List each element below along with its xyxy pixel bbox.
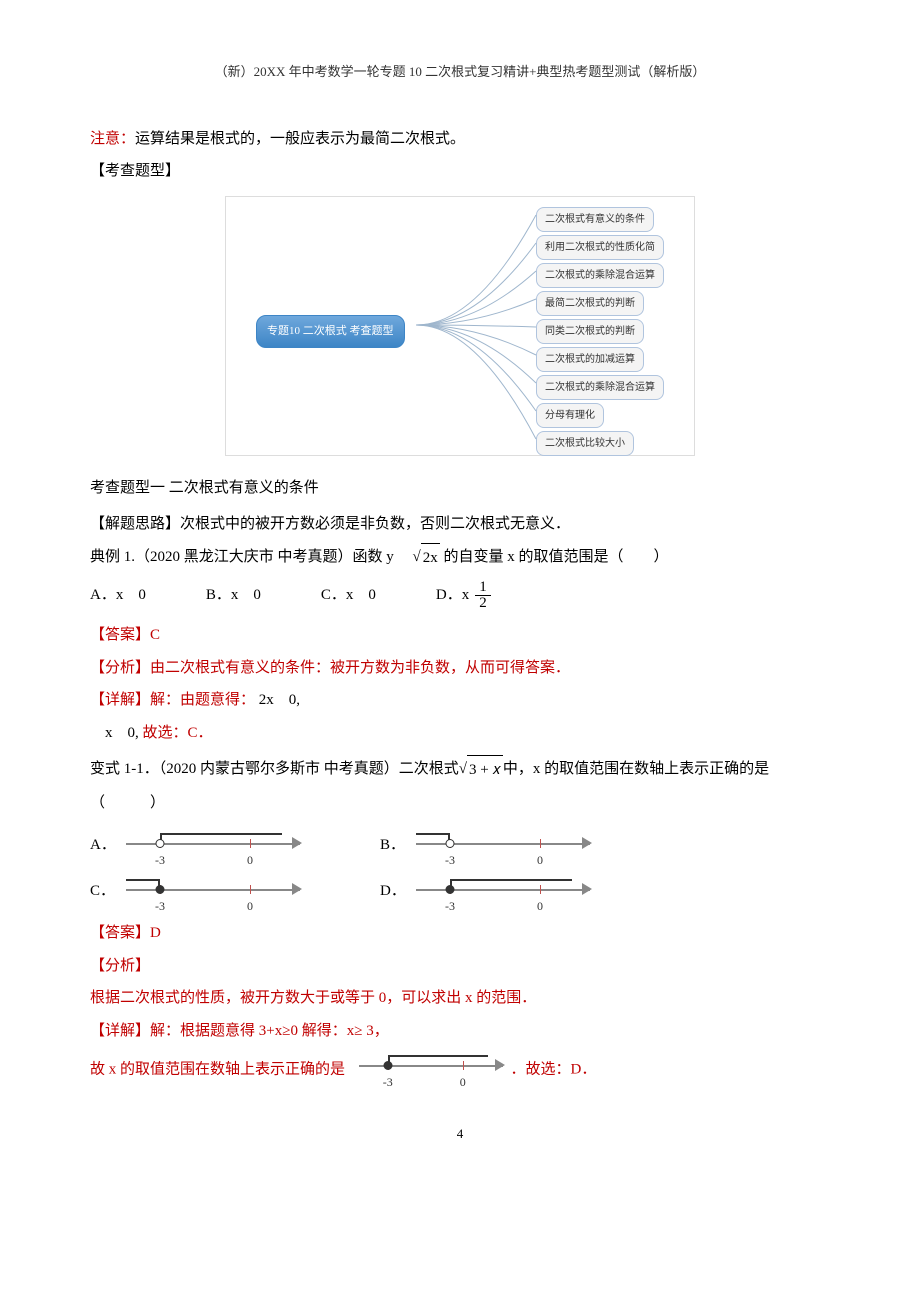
hint-label: 【解题思路】 (90, 516, 180, 532)
mindmap-center: 专题10 二次根式 考查题型 (256, 315, 405, 348)
var1-detail-2: 故 x 的取值范围在数轴上表示正确的是 -3 0 ．故选：D． (90, 1049, 830, 1092)
variant-1-1-cont: （ ） (90, 789, 830, 818)
mindmap-node: 二次根式比较大小 (536, 431, 634, 456)
type1-hint: 【解题思路】次根式中的被开方数必须是非负数，否则二次根式无意义． (90, 510, 830, 539)
choice-label-d: D． (380, 877, 410, 906)
var1-detail-1: 【详解】解：根据题意得 3+x≥0 解得：x≥ 3， (90, 1017, 830, 1046)
var1-analysis-label: 【分析】 (90, 952, 830, 981)
mindmap-node: 最简二次根式的判断 (536, 291, 644, 316)
mindmap-container: 专题10 二次根式 考查题型 二次根式有意义的条件 利用二次根式的性质化简 二次… (90, 196, 830, 456)
example-1: 典例 1.（2020 黑龙江大庆市 中考真题）函数 y √2x 的自变量 x 的… (90, 543, 830, 573)
ex1-text: 典例 1.（2020 黑龙江大庆市 中考真题）函数 y (90, 549, 409, 565)
mindmap: 专题10 二次根式 考查题型 二次根式有意义的条件 利用二次根式的性质化简 二次… (225, 196, 695, 456)
type1-title: 考查题型一 二次根式有意义的条件 (90, 474, 830, 503)
var1-answer: 【答案】D (90, 919, 830, 948)
choice-label-b: B． (380, 831, 410, 860)
numline-b: -3 0 (410, 827, 590, 863)
page-header: （新）20XX 年中考数学一轮专题 10 二次根式复习精讲+典型热考题型测试（解… (90, 60, 830, 85)
note-line: 注意：运算结果是根式的，一般应表示为最简二次根式。 (90, 125, 830, 154)
mindmap-node: 同类二次根式的判断 (536, 319, 644, 344)
page-number: 4 (90, 1122, 830, 1147)
mindmap-node: 利用二次根式的性质化简 (536, 235, 664, 260)
sqrt-expr: √3 + 𝑥 (459, 755, 503, 785)
choice-label-a: A． (90, 831, 120, 860)
ex1-analysis: 【分析】由二次根式有意义的条件：被开方数为非负数，从而可得答案． (90, 654, 830, 683)
numline-a: -3 0 (120, 827, 300, 863)
numline-choices: A． -3 0 B． -3 0 C． -3 0 D． -3 0 (90, 827, 830, 909)
hint-text: 次根式中的被开方数必须是非负数，否则二次根式无意义． (180, 516, 570, 532)
mindmap-node: 二次根式的乘除混合运算 (536, 263, 664, 288)
ex1-text2: 的自变量 x 的取值范围是（ ） (444, 549, 669, 565)
ex1-answer: 【答案】C (90, 621, 830, 650)
var1-analysis: 根据二次根式的性质，被开方数大于或等于 0，可以求出 x 的范围． (90, 984, 830, 1013)
mindmap-node: 分母有理化 (536, 403, 604, 428)
mindmap-node: 二次根式有意义的条件 (536, 207, 654, 232)
choice-a: A．x 0 (90, 581, 146, 610)
mindmap-node: 二次根式的乘除混合运算 (536, 375, 664, 400)
mindmap-node: 二次根式的加减运算 (536, 347, 644, 372)
ex1-detail-2: x 0, 故选：C． (90, 719, 830, 748)
variant-1-1: 变式 1-1．（2020 内蒙古鄂尔多斯市 中考真题）二次根式√3 + 𝑥中，x… (90, 755, 830, 785)
sqrt-expr: √2x (413, 543, 440, 573)
ex1-detail-1: 【详解】解：由题意得： 2x 0, (90, 686, 830, 715)
ex1-choices: A．x 0 B．x 0 C．x 0 D．x 12 (90, 580, 830, 611)
numline-d: -3 0 (410, 873, 590, 909)
note-label: 注意： (90, 131, 135, 147)
numline-c: -3 0 (120, 873, 300, 909)
choice-d: D．x 12 (436, 580, 491, 611)
choice-c: C．x 0 (321, 581, 376, 610)
exam-type-label: 【考查题型】 (90, 157, 830, 186)
choice-b: B．x 0 (206, 581, 261, 610)
choice-label-c: C． (90, 877, 120, 906)
note-text: 运算结果是根式的，一般应表示为最简二次根式。 (135, 131, 465, 147)
